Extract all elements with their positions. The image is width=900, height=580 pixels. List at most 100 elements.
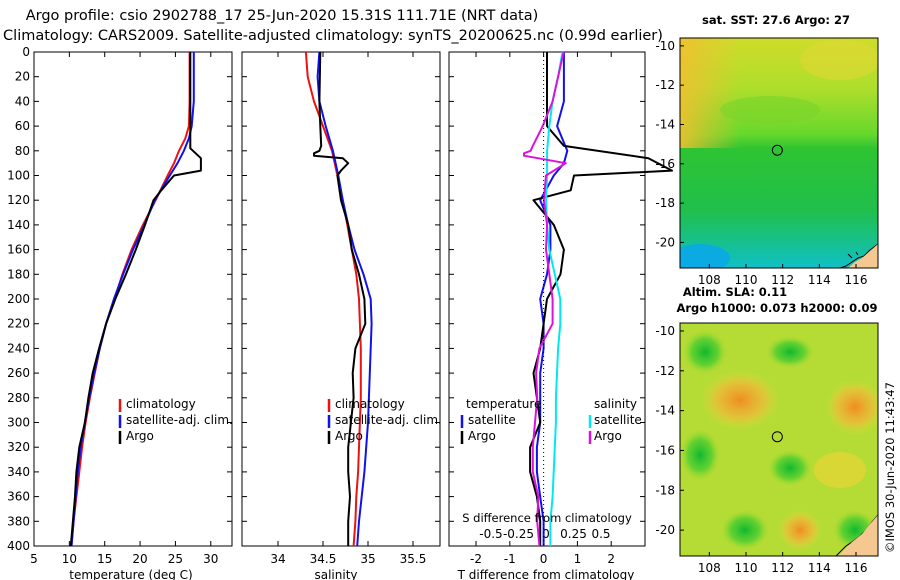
y-tick-label: 120: [7, 193, 30, 207]
x-tick-label: 34.5: [310, 552, 337, 566]
y-tick-label: 140: [7, 218, 30, 232]
map-y-tick-label: -12: [655, 364, 675, 378]
map-x-tick-label: 110: [735, 561, 758, 575]
map-x-tick-label: 114: [808, 273, 831, 287]
series-line-salinity-satellite: [545, 51, 564, 546]
legend-label-s-satellite: satellite: [594, 413, 642, 427]
figure-title-line2: Climatology: CARS2009. Satellite-adjuste…: [3, 28, 663, 44]
legend-label-t-argo: Argo: [468, 429, 496, 443]
series-line-satellite-adj-clim-: [70, 52, 195, 547]
x-tick-label: 30: [203, 552, 218, 566]
sst-map-title: sat. SST: 27.6 Argo: 27: [702, 13, 850, 27]
sla-low: [721, 510, 769, 550]
sla-low: [683, 330, 727, 374]
series-line-salinity-argo: [523, 51, 567, 547]
s-tick-label: -0.5: [479, 527, 502, 541]
y-tick-label: 400: [7, 539, 30, 553]
salinity-xlabel: salinity: [314, 568, 357, 580]
sst-cyan-patch: [680, 244, 730, 268]
sla-low: [768, 450, 812, 486]
y-tick-label: 340: [7, 465, 30, 479]
series-line-argo: [313, 51, 367, 546]
y-tick-label: 380: [7, 514, 30, 528]
difference-legend-salinity: salinity satellite Argo: [588, 397, 642, 444]
map-y-tick-label: -14: [655, 404, 675, 418]
series-line-temperature-satellite: [535, 52, 569, 546]
y-tick-label: 300: [7, 416, 30, 430]
y-tick-label: 360: [7, 490, 30, 504]
map-y-tick-label: -10: [655, 324, 675, 338]
x-tick-label: 1: [574, 552, 582, 566]
y-tick-label: 220: [7, 317, 30, 331]
x-tick-label: 10: [62, 552, 77, 566]
y-tick-label: 180: [7, 267, 30, 281]
sla-map-frame: [679, 322, 879, 557]
credit-text: ©IMOS 30-Jun-2020 11:43:47: [883, 382, 897, 553]
x-tick-label: -2: [470, 552, 482, 566]
series-line-argo: [69, 52, 202, 547]
map-x-tick-label: 108: [698, 561, 721, 575]
sla-low: [766, 336, 814, 368]
sla-low: [680, 429, 720, 481]
legend-label-climatology: climatology: [126, 397, 196, 411]
map-x-tick-label: 116: [845, 273, 868, 287]
y-tick-label: 200: [7, 292, 30, 306]
coastline: [839, 243, 878, 268]
sla-map-axes: 108 110 112 114 116 -10 -12 -14 -16 -18 -20: [655, 324, 867, 575]
map-y-tick-label: -20: [655, 523, 675, 537]
y-tick-label: 20: [15, 70, 30, 84]
y-tick-label: 80: [15, 144, 30, 158]
y-tick-label: 40: [15, 94, 30, 108]
s-tick-label: 0: [542, 527, 550, 541]
legend-label-s-argo: Argo: [594, 429, 622, 443]
axis-ticks: 5 10 15 20 25 3002040608010012014016018020022…: [7, 45, 645, 566]
argo-position-marker: [771, 431, 783, 443]
series-line-satellite-adj-clim-: [316, 51, 373, 547]
difference-legend-temperature: temperature satellite Argo: [460, 397, 541, 444]
salinity-legend: climatology satellite-adj. clim. Argo: [327, 397, 442, 444]
profile-lines: [69, 51, 673, 547]
x-tick-label: 2: [607, 552, 615, 566]
temperature-legend: climatology satellite-adj. clim. Argo: [118, 397, 233, 444]
x-tick-label: 35.5: [400, 552, 427, 566]
legend-label-satellite: satellite-adj. clim.: [126, 413, 233, 427]
legend-label-satellite: satellite-adj. clim.: [335, 413, 442, 427]
legend-label-t-satellite: satellite: [468, 413, 516, 427]
x-tick-label: 20: [132, 552, 147, 566]
y-tick-label: 320: [7, 440, 30, 454]
salinity-difference-xlabel: S difference from climatology: [462, 511, 632, 525]
map-y-tick-label: -18: [655, 483, 675, 497]
sst-cool-patch: [720, 96, 820, 124]
sla-map: [680, 323, 878, 556]
map-y-tick-label: -18: [655, 196, 675, 210]
series-line-climatology: [304, 51, 362, 547]
map-x-tick-label: 108: [698, 273, 721, 287]
sla-high: [700, 370, 780, 430]
x-tick-label: 0: [540, 552, 548, 566]
map-x-tick-label: 114: [808, 561, 831, 575]
series-line-temperature-argo: [529, 52, 673, 546]
sla-high: [825, 379, 878, 435]
sst-map: [680, 38, 878, 268]
y-tick-label: 60: [15, 119, 30, 133]
legend-label-argo: Argo: [126, 429, 154, 443]
temperature-xlabel: temperature (deg C): [69, 568, 192, 580]
figure-title-line1: Argo profile: csio 2902788_17 25-Jun-202…: [26, 8, 539, 24]
map-y-tick-label: -14: [655, 117, 675, 131]
difference-xlabel: T difference from climatology: [457, 568, 635, 580]
x-tick-label: 35: [360, 552, 375, 566]
map-x-tick-label: 110: [735, 273, 758, 287]
map-y-tick-label: -16: [655, 443, 675, 457]
y-tick-label: 260: [7, 366, 30, 380]
sla-high: [814, 452, 866, 488]
s-tick-label: -0.25: [503, 527, 534, 541]
legend-header-temperature: temperature: [466, 397, 541, 411]
sst-warm-edge: [680, 38, 740, 148]
x-tick-label: 5: [30, 552, 38, 566]
map-x-tick-label: 112: [771, 561, 794, 575]
y-tick-label: 100: [7, 169, 30, 183]
legend-header-salinity: salinity: [594, 397, 637, 411]
sst-warm-patch: [800, 40, 878, 80]
x-tick-label: 25: [168, 552, 183, 566]
